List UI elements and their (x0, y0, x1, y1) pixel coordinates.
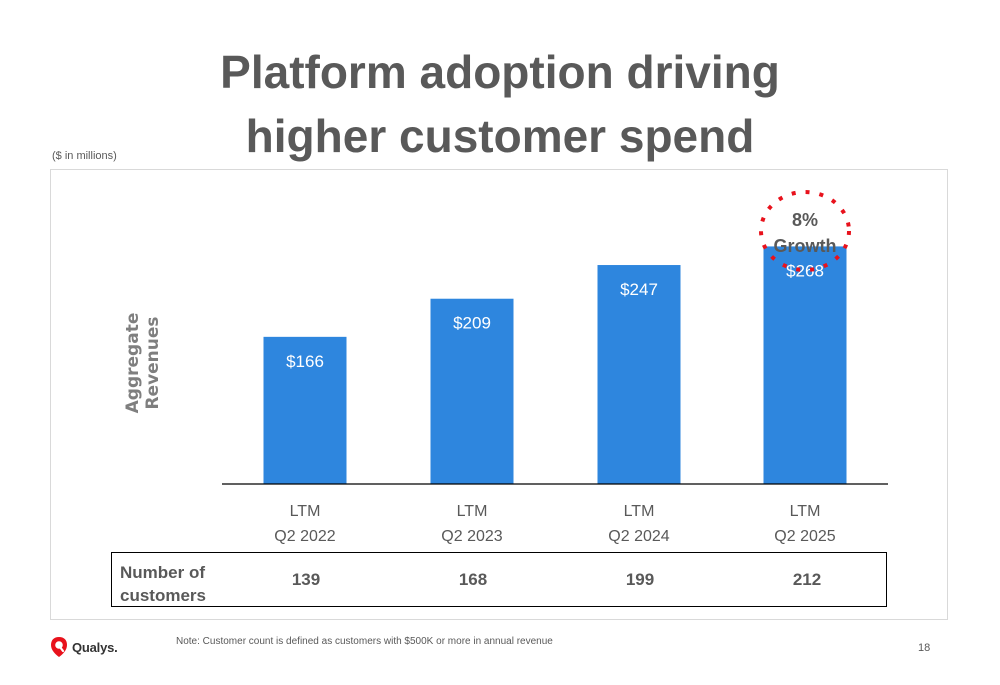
x-tick-label-2-line2: Q2 2024 (608, 528, 669, 545)
x-tick-label-3-line2: Q2 2025 (774, 528, 835, 545)
x-tick-label-0-line2: Q2 2022 (274, 528, 335, 545)
customer-count-label: Number of customers (120, 563, 206, 605)
logo-wordmark: Qualys. (72, 639, 118, 655)
bar-0 (263, 336, 347, 484)
x-tick-label-1-line2: Q2 2023 (441, 528, 502, 545)
customer-count-2022: 139 (291, 570, 321, 589)
growth-annotation-line1: 8% (792, 210, 818, 230)
customer-count-table: Number of customers 139 168 199 212 (111, 552, 887, 607)
bar-3 (763, 246, 847, 484)
title-line-2: higher customer spend (245, 110, 755, 162)
units-label: ($ in millions) (52, 150, 117, 162)
footnote: Note: Customer count is defined as custo… (176, 636, 553, 647)
qualys-shield-icon (51, 637, 67, 657)
customer-count-2025: 212 (792, 570, 822, 589)
slide-title: Platform adoption driving higher custome… (0, 40, 1000, 168)
title-line-1: Platform adoption driving (220, 46, 780, 98)
bar-value-label-2: $247 (620, 280, 658, 299)
customer-count-2024: 199 (625, 570, 655, 589)
bar-value-label-3: $268 (786, 261, 824, 280)
bar-1 (430, 298, 514, 484)
customer-count-2023: 168 (458, 570, 488, 589)
growth-annotation-ring (759, 190, 851, 272)
x-tick-label-3-line1: LTM (790, 503, 821, 520)
bar-2 (597, 265, 681, 484)
bar-value-label-1: $209 (453, 314, 491, 333)
bar-value-label-0: $166 (286, 352, 324, 371)
growth-annotation-line2: Growth (774, 236, 837, 256)
page-number: 18 (918, 642, 931, 654)
chart-frame (50, 169, 948, 620)
x-tick-label-2-line1: LTM (624, 503, 655, 520)
company-logo: Qualys. (50, 636, 118, 658)
x-tick-label-1-line1: LTM (457, 503, 488, 520)
x-tick-label-0-line1: LTM (290, 503, 321, 520)
